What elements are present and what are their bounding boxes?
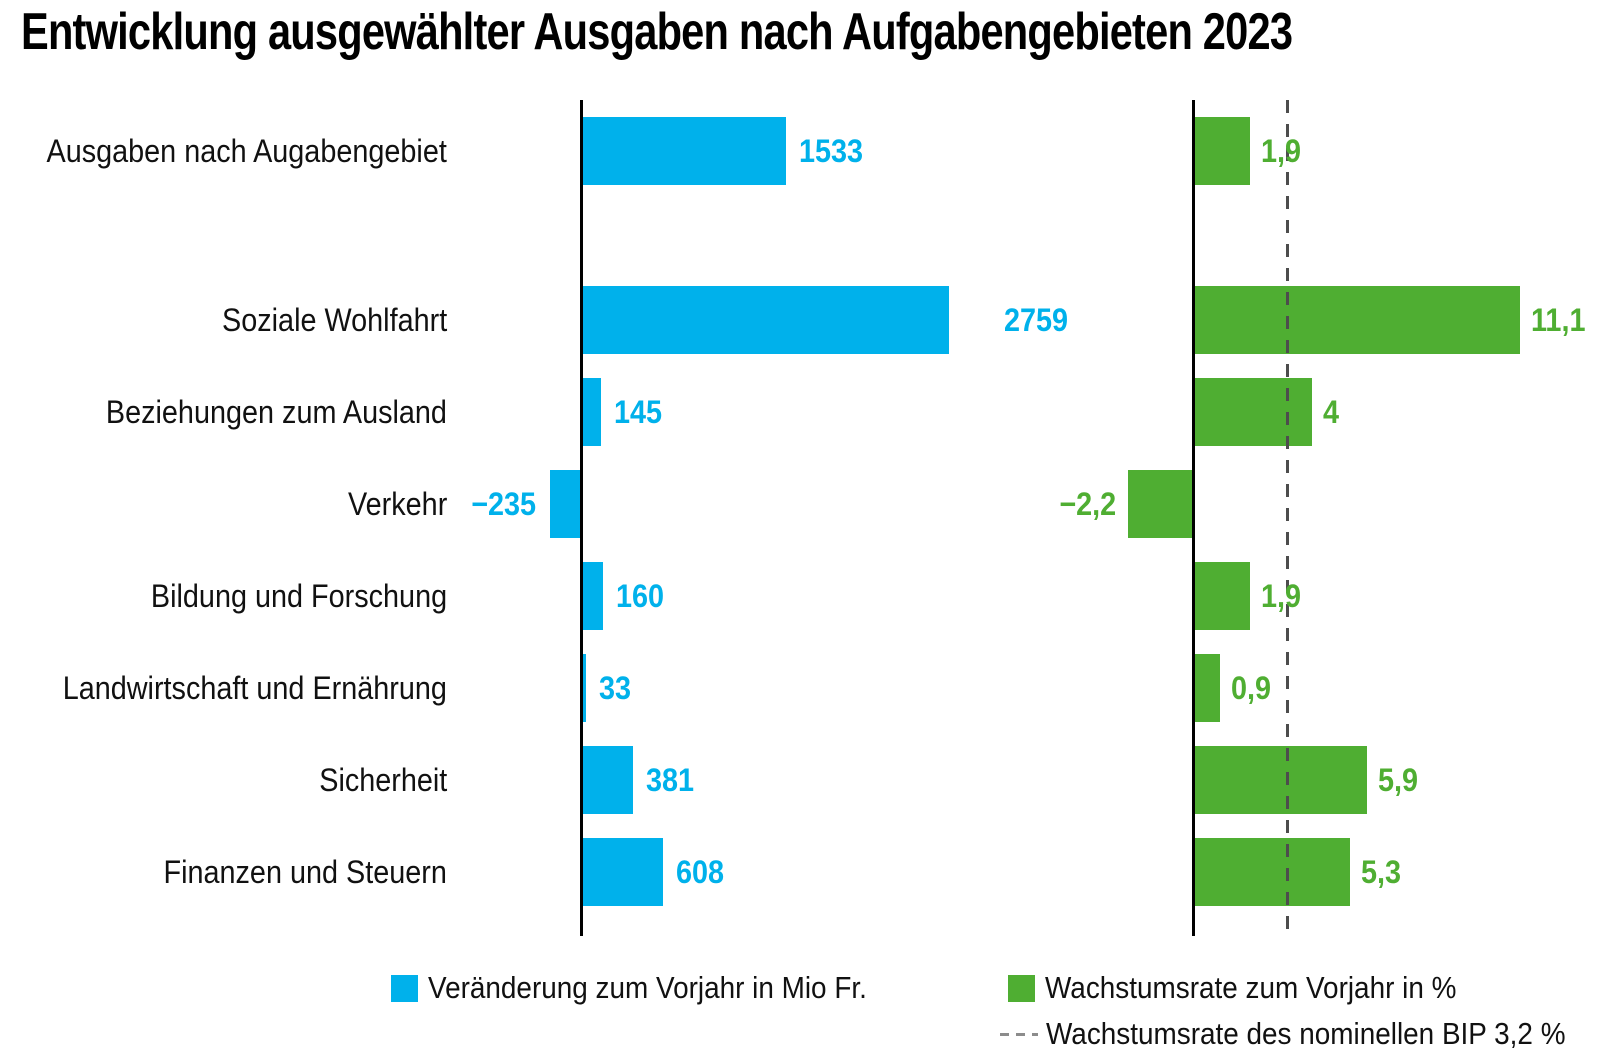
category-label: Soziale Wohlfahrt: [221, 302, 447, 338]
bar-change-mio: [582, 746, 633, 814]
value-label-growth: 4: [1322, 394, 1339, 430]
value-label-change: 33: [599, 670, 632, 706]
bar-growth-rate: [1194, 746, 1368, 814]
category-label: Sicherheit: [318, 762, 447, 798]
dashed-line-legend-icon: [1000, 1032, 1038, 1036]
value-label-growth: 5,3: [1360, 854, 1401, 890]
value-label-growth: 1,9: [1260, 578, 1301, 614]
bar-change-mio: [582, 378, 602, 446]
right-panel-axis: [1192, 100, 1195, 936]
value-label-growth: 11,1: [1531, 302, 1586, 338]
legend-label: Veränderung zum Vorjahr in Mio Fr.: [428, 970, 867, 1005]
bar-change-mio: [549, 470, 581, 538]
left-panel-axis: [580, 100, 583, 936]
value-label-change: 608: [675, 854, 724, 890]
bar-growth-rate: [1194, 838, 1350, 906]
bar-growth-rate: [1194, 117, 1250, 185]
value-label-change: 145: [614, 394, 663, 430]
bar-growth-rate: [1194, 286, 1521, 354]
bar-growth-rate: [1128, 470, 1193, 538]
value-label-change: 160: [616, 578, 665, 614]
bar-change-mio: [582, 562, 604, 630]
bar-growth-rate: [1194, 378, 1312, 446]
legend-item-gdp-reference: Wachstumsrate des nominellen BIP 3,2 %: [1000, 1016, 1600, 1052]
green-square-legend-icon: [1008, 974, 1035, 1002]
legend-item-growth-rate: Wachstumsrate zum Vorjahr in %: [1008, 970, 1502, 1006]
category-label: Verkehr: [347, 486, 447, 522]
value-label-growth: −2,2: [1059, 486, 1117, 522]
value-label-change: 1533: [799, 133, 864, 169]
category-label: Finanzen und Steuern: [163, 854, 447, 890]
chart-title: Entwicklung ausgewählter Ausgaben nach A…: [21, 3, 1293, 61]
value-label-change: 381: [645, 762, 694, 798]
legend-label: Wachstumsrate des nominellen BIP 3,2 %: [1046, 1016, 1566, 1051]
value-label-growth: 0,9: [1231, 670, 1272, 706]
bar-change-mio: [582, 654, 587, 722]
bar-change-mio: [582, 286, 950, 354]
gdp-reference-line: [1286, 100, 1289, 936]
value-label-growth: 5,9: [1378, 762, 1419, 798]
value-label-change: −235: [470, 486, 536, 522]
category-label: Beziehungen zum Ausland: [105, 394, 447, 430]
category-label: Landwirtschaft und Ernährung: [62, 670, 447, 706]
blue-square-legend-icon: [391, 974, 418, 1002]
category-label: Ausgaben nach Augabengebiet: [46, 133, 447, 169]
bar-change-mio: [582, 838, 663, 906]
bar-growth-rate: [1194, 562, 1250, 630]
legend-item-change-mio: Veränderung zum Vorjahr in Mio Fr.: [391, 970, 916, 1006]
bar-change-mio: [582, 117, 787, 185]
legend-label: Wachstumsrate zum Vorjahr in %: [1045, 970, 1457, 1005]
value-label-change: 2759: [1004, 302, 1069, 338]
bar-growth-rate: [1194, 654, 1221, 722]
category-label: Bildung und Forschung: [150, 578, 447, 614]
value-label-growth: 1,9: [1260, 133, 1301, 169]
